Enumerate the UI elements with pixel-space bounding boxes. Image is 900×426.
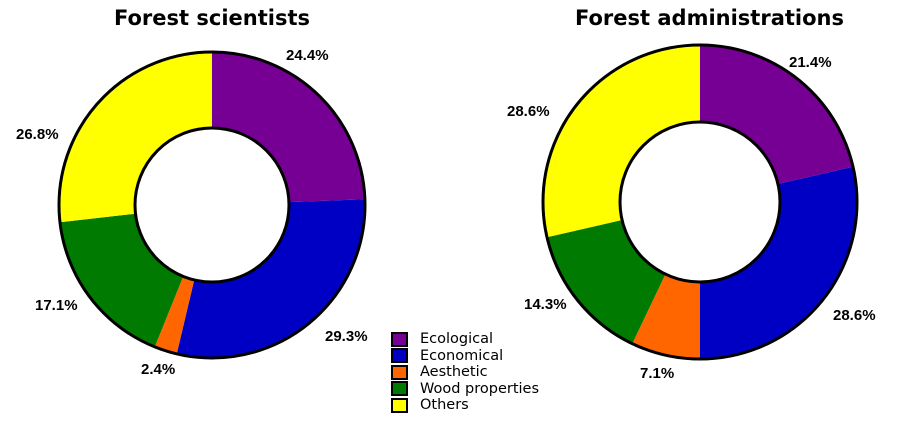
label-others-administrations: 28.6% [507, 103, 550, 120]
segment-others [59, 52, 212, 223]
label-others-scientists: 26.8% [16, 126, 59, 143]
label-wood-properties-scientists: 17.1% [35, 297, 78, 314]
segment-economical [700, 166, 857, 359]
legend-label-others: Others [420, 397, 469, 414]
segment-wood-properties [59, 213, 184, 347]
legend-swatch-ecological [391, 331, 408, 347]
label-economical-administrations: 28.6% [833, 307, 876, 324]
legend-label-ecological: Ecological [420, 331, 494, 348]
legend-item-wood-properties: Wood properties [391, 381, 539, 398]
segment-ecological [700, 44, 854, 185]
legend-swatch-wood-properties [391, 381, 408, 397]
label-wood-properties-administrations: 14.3% [524, 296, 567, 313]
legend-label-aesthetic: Aesthetic [420, 364, 488, 381]
legend-item-ecological: Ecological [391, 331, 539, 348]
legend-swatch-aesthetic [391, 364, 408, 380]
donut-0 [57, 50, 367, 360]
legend-swatch-others [391, 397, 408, 413]
label-aesthetic-administrations: 7.1% [640, 365, 675, 382]
segment-aesthetic [154, 276, 195, 354]
segment-ecological [212, 52, 365, 203]
donut-1 [541, 43, 859, 361]
legend-label-wood-properties: Wood properties [420, 380, 540, 397]
label-ecological-scientists: 24.4% [286, 47, 329, 64]
chart-title-forest-administrations: Forest administrations [575, 6, 844, 30]
legend-label-economical: Economical [420, 347, 504, 364]
chart-title-forest-scientists: Forest scientists [114, 6, 310, 30]
segment-others [543, 45, 700, 238]
label-economical-scientists: 29.3% [325, 328, 368, 345]
label-ecological-administrations: 21.4% [789, 54, 832, 71]
legend: Ecological Economical Aesthetic Wood pro… [391, 331, 539, 414]
segment-economical [176, 199, 365, 358]
label-aesthetic-scientists: 2.4% [141, 361, 176, 378]
legend-item-aesthetic: Aesthetic [391, 364, 539, 381]
legend-item-economical: Economical [391, 348, 539, 365]
segment-aesthetic [632, 274, 700, 359]
legend-item-others: Others [391, 397, 539, 414]
legend-swatch-economical [391, 348, 408, 364]
